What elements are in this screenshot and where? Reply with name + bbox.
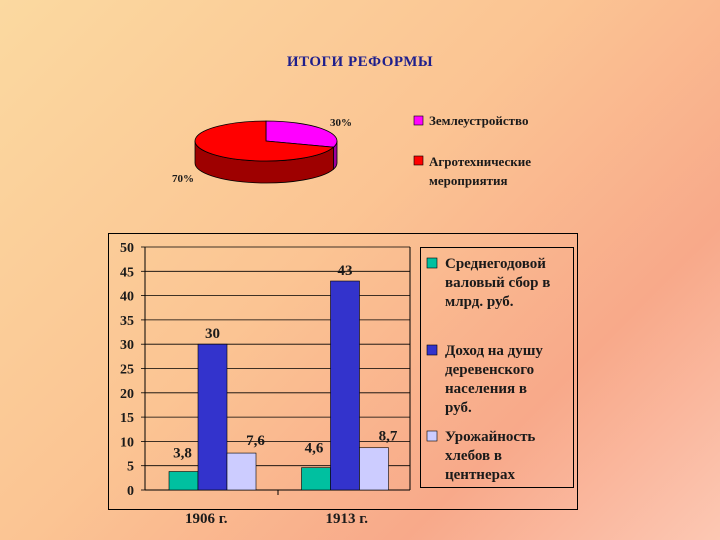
pie-value-label: 70%	[172, 173, 194, 185]
legend-label: Агротехнические	[429, 154, 531, 169]
y-tick-label: 30	[120, 338, 134, 353]
data-label: 4,6	[305, 441, 324, 457]
legend-label: Среднегодовой валовый сбор в млрд. руб.	[445, 256, 550, 310]
y-tick-label: 15	[120, 411, 134, 426]
y-tick-label: 5	[127, 460, 134, 475]
data-label: 8,7	[379, 429, 398, 445]
y-tick-label: 20	[120, 387, 134, 402]
x-tick-label: 1906 г.	[185, 511, 228, 527]
legend-swatch	[426, 344, 438, 356]
legend-label: Землеустройство	[429, 113, 528, 128]
y-tick-label: 50	[120, 241, 134, 256]
bar	[197, 343, 228, 491]
legend-label: Доход на душу деревенского населения в руб.	[445, 343, 543, 416]
y-tick-label: 45	[120, 265, 134, 280]
legend-swatch	[413, 115, 424, 126]
bar	[359, 447, 389, 491]
data-label: 7,6	[246, 433, 265, 449]
legend-swatch	[413, 155, 424, 166]
data-label: 30	[205, 326, 220, 342]
legend-swatch	[426, 257, 438, 269]
bar	[301, 467, 331, 491]
y-tick-label: 10	[120, 435, 134, 450]
bar	[168, 471, 199, 491]
pie-legend: Землеустройство Агротехнические мероприяти…	[413, 113, 531, 188]
bar	[226, 452, 257, 491]
pie-slice	[194, 120, 335, 162]
slide-title: ИТОГИ РЕФОРМЫ	[286, 54, 434, 70]
legend-label: мероприятия	[429, 173, 508, 188]
legend-swatch	[426, 430, 438, 442]
pie-value-label: 30%	[330, 117, 352, 129]
pie-slice	[265, 120, 338, 148]
legend-box	[420, 247, 574, 488]
x-tick-label: 1913 г.	[325, 511, 368, 527]
pie-chart: 30% 70% Землеустройство Агротехнические меро…	[172, 113, 531, 188]
data-label: 43	[338, 263, 353, 279]
y-tick-label: 40	[120, 290, 134, 305]
bar	[330, 280, 360, 491]
chart-frame	[108, 233, 578, 510]
y-tick-label: 0	[127, 484, 134, 499]
bar-chart: 0 5 10 15 20 25 30 35 40 45 50 3,8 30 7,6 1906 г. 4,6 43…	[108, 233, 578, 527]
bar-legend: Среднегодовой валовый сбор в млрд. руб. Дох…	[420, 247, 574, 488]
legend-label: Урожайность хлебов в центнерах	[445, 429, 535, 483]
y-tick-label: 25	[120, 363, 134, 378]
data-label: 3,8	[173, 446, 192, 462]
y-tick-label: 35	[120, 314, 134, 329]
